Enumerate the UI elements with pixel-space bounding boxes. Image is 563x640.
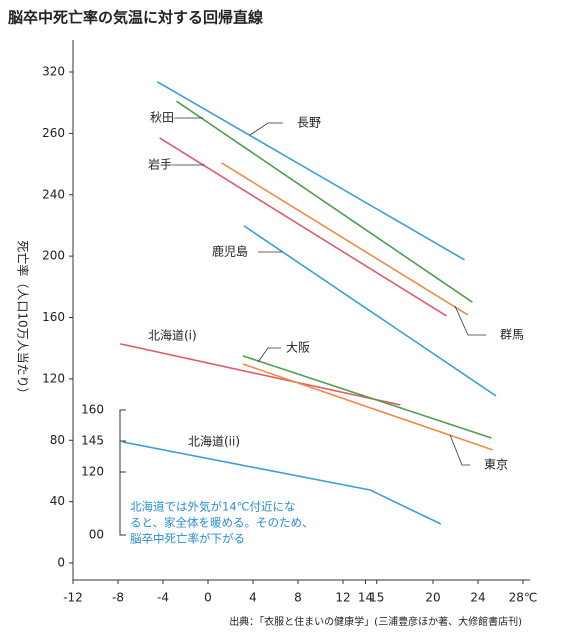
series-line: [221, 162, 469, 316]
x-tick-label: 12: [335, 591, 350, 605]
series-label: 大阪: [286, 341, 310, 355]
y-tick-label: 120: [42, 371, 65, 385]
x-tick-label: 4: [249, 591, 257, 605]
x-tick-label: 8: [294, 591, 302, 605]
series-line: [243, 225, 497, 397]
y-tick-label: 260: [42, 126, 65, 140]
series-label: 北海道(ii): [188, 434, 240, 449]
y-tick-label: 40: [50, 494, 65, 508]
inset-tick-label: 120: [81, 465, 104, 479]
series-line: [159, 137, 447, 317]
series-label: 北海道(i): [148, 328, 197, 343]
y-tick-label: 80: [50, 433, 65, 447]
series-label: 東京: [484, 458, 508, 472]
x-tick-label: 15: [369, 591, 384, 605]
inset-tick-label: 00: [89, 528, 104, 542]
y-tick-label: 200: [42, 249, 65, 263]
x-tick-label: 0: [204, 591, 212, 605]
leader-line: [454, 305, 486, 336]
note: 脳卒中死亡率が下がる: [130, 532, 245, 546]
y-axis-label: 死亡率（人口10万人当たり）: [16, 240, 31, 399]
leader-line: [449, 434, 470, 466]
series-line: [122, 441, 442, 525]
series-label: 群馬: [500, 328, 524, 342]
series-line: [156, 81, 465, 261]
series-line: [242, 355, 492, 439]
x-tick-label: -8: [112, 591, 124, 605]
series-label: 秋田: [150, 111, 174, 125]
x-tick-label: 24: [470, 591, 485, 605]
chart-title: 脳卒中死亡率の気温に対する回帰直線: [8, 9, 263, 27]
series-label: 岩手: [148, 157, 172, 172]
y-tick-label: 240: [42, 187, 65, 201]
x-tick-label: 20: [425, 591, 440, 605]
series-line: [176, 100, 473, 303]
series-label: 長野: [297, 116, 321, 130]
leader-line: [249, 122, 283, 136]
note: 北海道では外気が14℃付近にな: [130, 500, 296, 514]
x-tick-label: 28℃: [509, 591, 538, 605]
series-line: [120, 343, 401, 406]
x-tick-label: 14: [358, 591, 373, 605]
inset-tick-label: 160: [81, 403, 104, 417]
leader-line: [257, 347, 281, 363]
series-label: 鹿児島: [212, 244, 248, 259]
y-tick-label: 160: [42, 310, 65, 324]
y-tick-label: 0: [57, 556, 65, 570]
note: ると、家全体を暖める。そのため、: [130, 516, 314, 530]
x-tick-label: -4: [157, 591, 169, 605]
inset-tick-label: 145: [81, 434, 104, 448]
x-tick-label: -12: [63, 591, 83, 605]
source: 出典：「衣服と住まいの健康学」(三浦豊彦ほか著、大修館書店刊): [229, 615, 522, 628]
y-tick-label: 320: [42, 65, 65, 79]
series-line: [242, 363, 493, 451]
